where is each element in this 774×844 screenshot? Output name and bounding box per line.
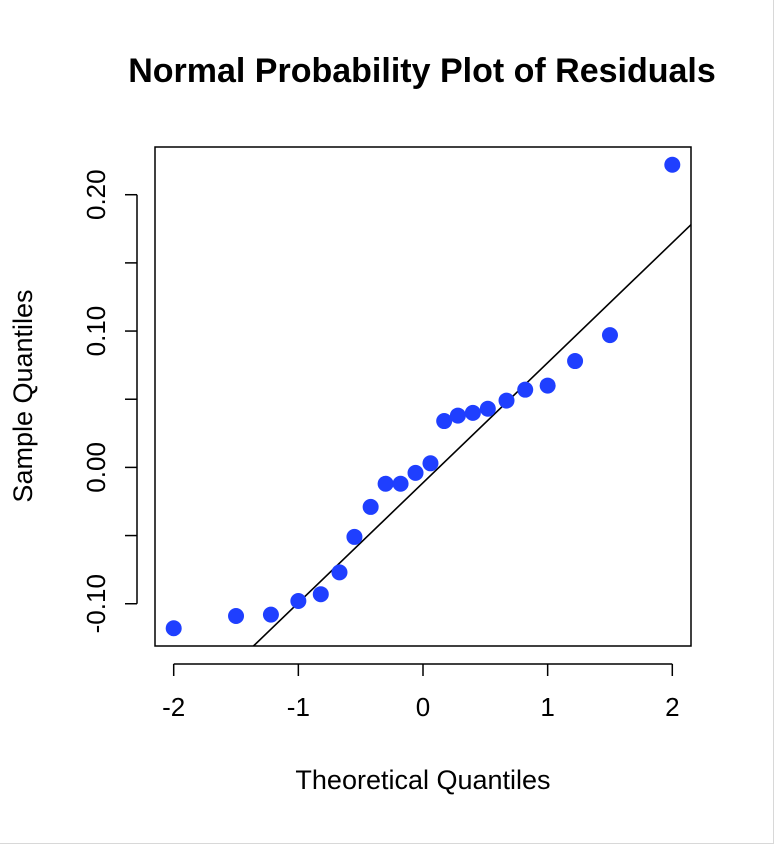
plot-frame [154,146,692,647]
chart-title: Normal Probability Plot of Residuals [128,52,716,90]
y-axis-label: Sample Quantiles [8,289,38,502]
data-point [262,606,279,623]
data-point [436,413,453,430]
points-layer [165,156,681,637]
x-axis: -2 -1 0 1 2 [162,663,680,722]
x-axis-label: Theoretical Quantiles [295,765,550,795]
data-point [498,392,515,409]
data-point [346,528,363,545]
data-point [165,620,182,637]
qq-reference-line [252,224,692,647]
x-tick-label: 2 [665,692,679,722]
x-tick-label: -1 [287,692,310,722]
data-point [228,608,245,625]
data-point [539,377,556,394]
x-tick-label: -2 [162,692,185,722]
data-point [422,455,439,472]
data-point [290,593,307,610]
data-point [407,464,424,481]
x-tick-label: 1 [540,692,554,722]
y-tick-label: 0.10 [81,306,111,357]
y-axis: -0.10 0.00 0.10 0.20 [81,169,138,633]
y-tick-label: 0.00 [81,442,111,493]
data-point [362,498,379,515]
data-point [664,156,681,173]
x-tick-label: 0 [416,692,430,722]
data-point [377,475,394,492]
data-point [331,564,348,581]
data-point [464,404,481,421]
y-tick-label: -0.10 [81,574,111,633]
data-point [567,353,584,370]
data-point [601,327,618,344]
data-point [449,407,466,424]
data-point [312,586,329,603]
data-point [517,381,534,398]
data-point [479,400,496,417]
y-tick-label: 0.20 [81,169,111,220]
reference-line-layer [252,224,692,647]
data-point [392,475,409,492]
